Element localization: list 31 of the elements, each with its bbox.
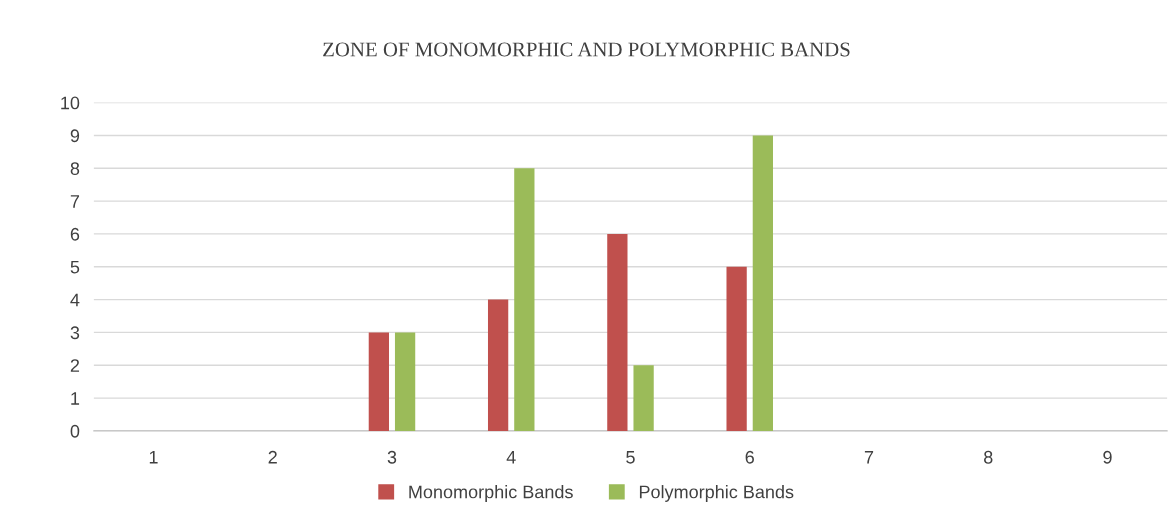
legend-label: Polymorphic Bands (639, 485, 794, 502)
bar (726, 266, 747, 431)
x-tick-label: 5 (626, 451, 635, 464)
x-tick-label: 9 (1103, 450, 1112, 464)
y-tick-label: 0 (70, 424, 80, 438)
y-tick-label: 3 (70, 326, 80, 340)
y-tick-label: 7 (70, 195, 80, 208)
x-tick-label: 7 (864, 451, 874, 464)
bar (368, 332, 389, 431)
bar (487, 299, 509, 431)
legend-label: Monomorphic Bands (409, 485, 573, 502)
x-tick-label: 8 (984, 450, 993, 464)
chart-title: ZONE OF MONOMORPHIC AND POLYMORPHIC BANDS (323, 42, 850, 57)
bar (607, 233, 628, 431)
y-tick-label: 6 (70, 227, 80, 241)
x-tick-label: 1 (149, 451, 158, 464)
y-tick-label: 8 (70, 162, 80, 175)
y-tick-label: 10 (61, 96, 80, 110)
y-tick-label: 5 (70, 260, 80, 274)
bar (514, 168, 535, 431)
bar (633, 365, 654, 431)
bar (752, 135, 773, 431)
x-tick-label: 3 (387, 450, 397, 464)
y-tick-label: 4 (70, 293, 80, 307)
x-tick-label: 4 (506, 451, 516, 464)
bar (394, 332, 416, 431)
x-tick-label: 2 (268, 450, 277, 464)
y-tick-label: 9 (70, 129, 80, 143)
y-tick-label: 2 (70, 359, 80, 372)
y-tick-label: 1 (71, 392, 80, 405)
x-tick-label: 6 (745, 450, 754, 464)
